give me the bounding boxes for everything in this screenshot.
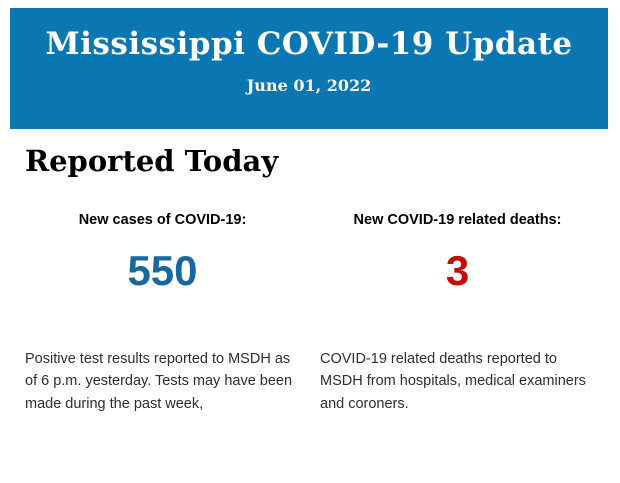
stat-new-deaths: New COVID-19 related deaths: 3 COVID-19 …: [320, 212, 595, 415]
report-date: June 01, 2022: [246, 76, 372, 96]
new-deaths-label: New COVID-19 related deaths:: [353, 212, 562, 229]
stat-new-cases: New cases of COVID-19: 550 Positive test…: [25, 212, 300, 415]
page-title: Mississippi COVID-19 Update: [45, 26, 573, 62]
main-content: Reported Today New cases of COVID-19: 55…: [0, 146, 620, 415]
new-deaths-value: 3: [445, 246, 470, 294]
section-heading: Reported Today: [25, 144, 279, 178]
new-deaths-description: COVID-19 related deaths reported to MSDH…: [320, 350, 586, 412]
new-cases-label: New cases of COVID-19:: [78, 212, 247, 229]
stats-grid: New cases of COVID-19: 550 Positive test…: [25, 212, 595, 415]
new-cases-description: Positive test results reported to MSDH a…: [25, 350, 293, 412]
new-cases-value: 550: [127, 246, 198, 294]
header-banner: Mississippi COVID-19 Update June 01, 202…: [10, 8, 608, 129]
